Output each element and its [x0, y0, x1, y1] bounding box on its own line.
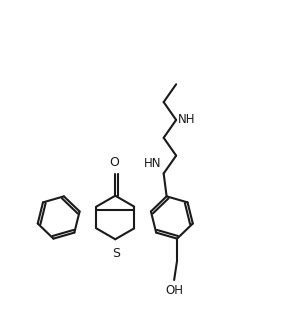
- Text: OH: OH: [165, 284, 183, 297]
- Text: HN: HN: [144, 157, 162, 171]
- Text: O: O: [109, 156, 119, 169]
- Text: S: S: [112, 247, 120, 260]
- Text: NH: NH: [178, 114, 196, 126]
